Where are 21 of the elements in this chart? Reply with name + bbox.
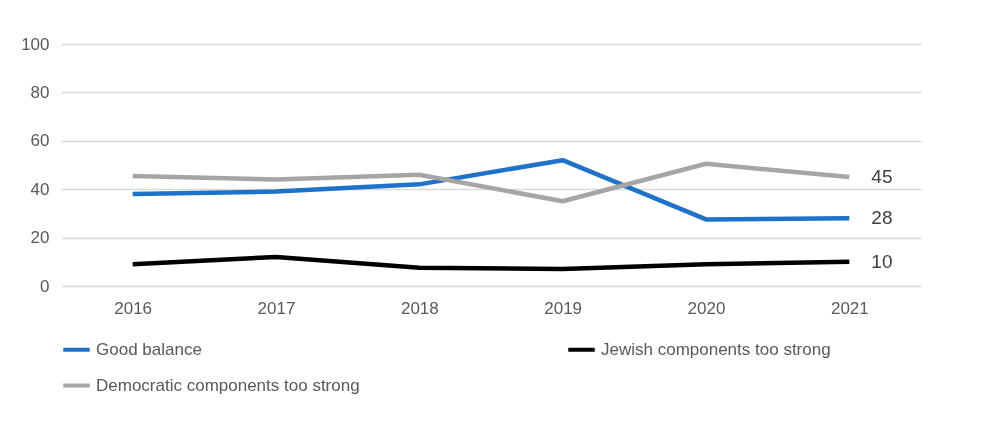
y-tick-label: 0	[40, 276, 50, 296]
x-tick-label: 2021	[830, 298, 869, 318]
line-series	[130, 161, 852, 204]
legend-label: Jewish components too strong	[601, 339, 831, 359]
line-series	[130, 254, 852, 272]
y-tick-label: 80	[30, 82, 50, 102]
x-tick-label: 2017	[257, 298, 296, 318]
legend-label: Democratic components too strong	[96, 375, 360, 395]
y-tick-label: 60	[30, 131, 50, 151]
y-tick-label: 20	[30, 228, 50, 248]
x-tick-label: 2016	[114, 298, 153, 318]
y-tick-label: 40	[30, 179, 50, 199]
x-tick-label: 2020	[687, 298, 726, 318]
x-tick-label: 2019	[544, 298, 583, 318]
y-tick-label: 100	[21, 34, 50, 54]
x-tick-label: 2018	[400, 298, 439, 318]
legend-label: Good balance	[96, 339, 202, 359]
line-series	[130, 157, 852, 222]
data-label: 10	[871, 250, 893, 272]
data-label: 45	[871, 166, 893, 188]
data-label: 28	[871, 207, 893, 229]
